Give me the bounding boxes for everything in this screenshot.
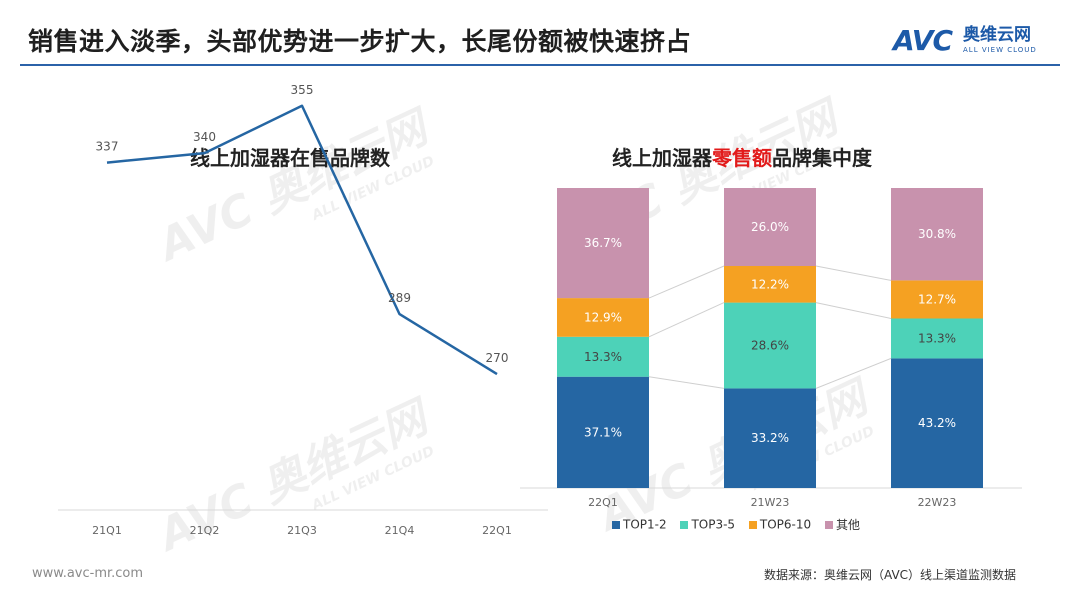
legend-label-top1-2: TOP1-2 [623,517,667,532]
footer-source: 数据来源：奥维云网（AVC）线上渠道监测数据 [764,568,1017,582]
bar-segment-label: 12.2% [751,277,789,291]
legend-item-top1-2: TOP1-2 [612,517,667,532]
bar-connector-line [648,302,725,338]
line-data-label: 355 [291,83,314,97]
bar-segment [891,318,983,359]
bar-segment [557,336,649,377]
bar-segment-label: 28.6% [751,339,789,353]
legend-label-others: 其他 [835,518,860,532]
line-data-label: 270 [486,351,509,365]
bar-segment [891,188,983,281]
bar-segment-label: 13.3% [584,350,622,364]
bar-connector-line [648,265,725,299]
legend-swatch-others [824,520,833,529]
line-x-tick-label: 21Q1 [92,524,122,537]
logo-en-text: ALL VIEW CLOUD [963,46,1037,54]
bar-segment-label: 43.2% [918,416,956,430]
bar-x-tick-label: 21W23 [751,496,790,509]
line-data-label: 289 [388,291,411,305]
bar-segment-label: 36.7% [584,236,622,250]
bar-segment-label: 13.3% [918,331,956,345]
bar-chart-legend: TOP1-2 TOP3-5 TOP6-10 其他 [612,516,870,533]
line-x-tick-label: 21Q3 [287,524,317,537]
bar-connector-line [815,265,892,281]
bar-segment-label: 37.1% [584,425,622,439]
bar-segment [891,280,983,319]
bar-segment [557,188,649,299]
bar-connector-line [815,357,892,389]
bar-chart-title-prefix: 线上加湿器 [612,146,712,170]
bar-segment [724,266,816,303]
line-data-label: 337 [96,140,119,154]
bar-segment [557,376,649,488]
legend-item-top3-5: TOP3-5 [680,517,735,532]
bar-segment [724,302,816,389]
logo-avc-text: AVC [893,24,953,57]
page-title: 销售进入淡季，头部优势进一步扩大，长尾份额被快速挤占 [28,27,692,56]
bar-segment-label: 12.7% [918,292,956,306]
bar-chart-title: 线上加湿器零售额品牌集中度 [612,142,872,171]
line-x-tick-label: 21Q2 [190,524,220,537]
legend-swatch-top3-5 [680,520,689,529]
footer-url: www.avc-mr.com [32,566,144,581]
legend-item-top6-10: TOP6-10 [748,517,812,532]
bar-x-tick-label: 22W23 [918,496,957,509]
bar-x-tick-label: 22Q1 [588,496,618,509]
line-x-tick-label: 21Q4 [385,524,415,537]
bar-connector-line [648,376,725,389]
bar-chart-title-highlight: 零售额 [712,146,772,170]
line-chart-title-text: 线上加湿器在售品牌数 [190,146,390,170]
line-series [106,104,498,376]
bar-chart-title-suffix: 品牌集中度 [772,146,872,170]
legend-item-others: 其他 [824,516,860,533]
bar-segment [724,388,816,488]
legend-label-top3-5: TOP3-5 [691,517,736,532]
line-data-label: 340 [193,130,216,144]
bar-segment [557,298,649,337]
line-chart-title: 线上加湿器在售品牌数 [190,142,390,171]
bar-segment-label: 12.9% [584,310,622,324]
bar-segment [891,358,983,488]
title-divider [20,64,1060,66]
legend-label-top6-10: TOP6-10 [759,517,812,532]
bar-segment-label: 30.8% [918,227,956,241]
bar-connector-line [815,302,892,319]
legend-swatch-top6-10 [748,520,757,529]
avc-logo: AVC 奥维云网 ALL VIEW CLOUD [893,24,1058,58]
line-x-tick-label: 22Q1 [482,524,512,537]
logo-cn-text: 奥维云网 [963,25,1031,45]
bar-segment [724,188,816,266]
bar-segment-label: 33.2% [751,431,789,445]
bar-segment-label: 26.0% [751,220,789,234]
legend-swatch-top1-2 [612,520,620,529]
